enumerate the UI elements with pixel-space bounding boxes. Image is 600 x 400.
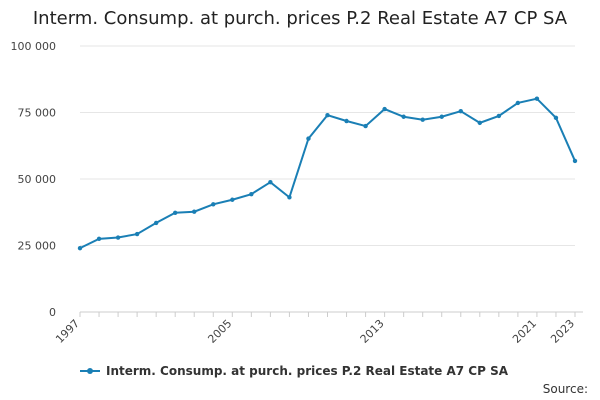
data-point — [496, 113, 502, 119]
y-tick-label: 100 000 — [11, 40, 57, 53]
data-point — [134, 231, 140, 237]
legend[interactable]: Interm. Consump. at purch. prices P.2 Re… — [80, 364, 508, 378]
data-point — [325, 112, 330, 118]
data-point — [268, 179, 273, 185]
series-line — [79, 97, 576, 250]
data-point — [306, 136, 311, 141]
data-point — [287, 195, 292, 200]
data-point — [344, 118, 349, 124]
legend-swatch — [80, 365, 100, 377]
x-tick-label: 2023 — [548, 317, 577, 346]
y-tick-label: 25 000 — [18, 240, 57, 253]
data-point — [572, 158, 578, 164]
x-tick-label: 2005 — [205, 317, 234, 346]
y-tick-label: 50 000 — [18, 173, 57, 186]
source-label[interactable]: Source: — [542, 382, 588, 396]
data-point — [77, 245, 83, 251]
y-tick-label: 0 — [49, 306, 56, 319]
data-point — [363, 123, 368, 129]
x-tick-label: 2013 — [358, 317, 387, 346]
x-tick-label: 1997 — [53, 317, 82, 346]
legend-label: Interm. Consump. at purch. prices P.2 Re… — [106, 364, 508, 378]
data-point — [477, 120, 483, 126]
data-point — [153, 220, 159, 226]
data-point — [192, 209, 197, 214]
y-tick-label: 75 000 — [18, 107, 57, 120]
data-point — [553, 115, 559, 121]
data-point — [172, 210, 178, 215]
data-point — [115, 235, 121, 240]
chart-title: Interm. Consump. at purch. prices P.2 Re… — [32, 8, 568, 29]
data-point — [439, 114, 444, 119]
data-point — [230, 197, 235, 202]
data-point — [96, 236, 102, 242]
data-point — [420, 117, 425, 122]
x-tick-label: 2021 — [510, 317, 539, 346]
data-point — [249, 191, 254, 197]
data-point — [534, 96, 540, 101]
data-point — [515, 100, 521, 106]
data-point — [458, 108, 463, 114]
data-point — [211, 202, 216, 207]
data-point — [382, 106, 387, 112]
data-point — [401, 114, 406, 119]
